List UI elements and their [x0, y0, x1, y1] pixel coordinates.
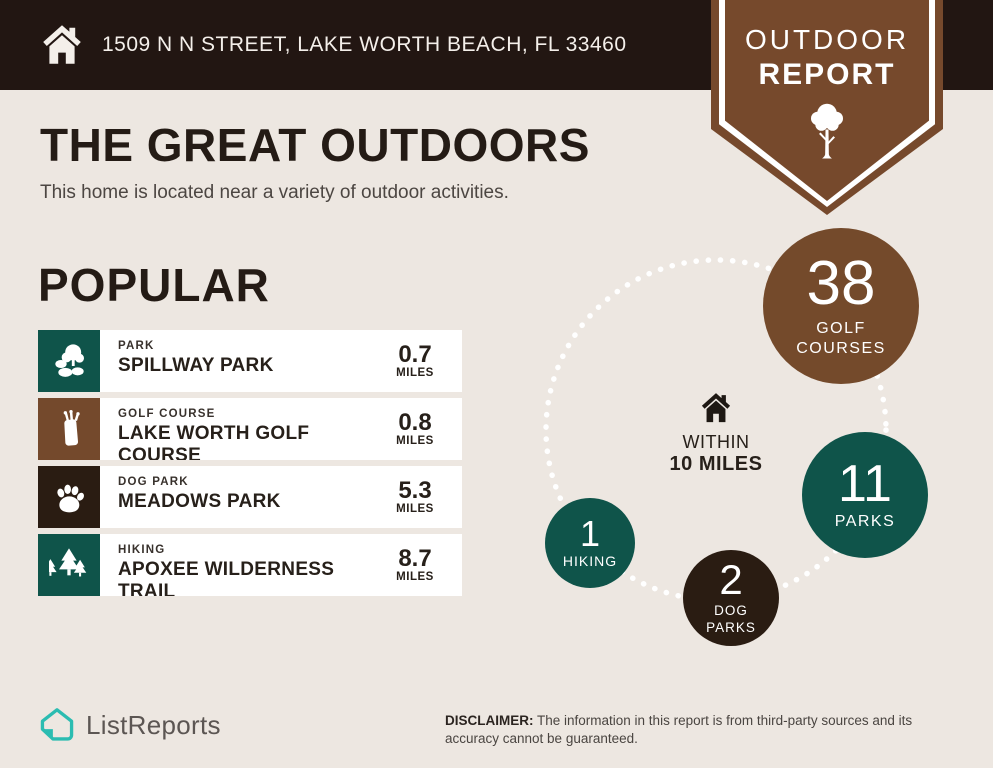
- disclaimer-label: DISCLAIMER:: [445, 713, 534, 728]
- stat-label: GOLF COURSES: [796, 320, 886, 357]
- item-distance-unit: MILES: [396, 571, 434, 583]
- popular-list: PARK SPILLWAY PARK 0.7 MILES: [38, 330, 462, 596]
- stat-bubble-golf-courses: 38 GOLF COURSES: [763, 228, 919, 384]
- stat-bubble-parks: 11 PARKS: [802, 432, 928, 558]
- disclaimer-text: DISCLAIMER: The information in this repo…: [445, 712, 957, 748]
- page-title: THE GREAT OUTDOORS: [40, 119, 590, 171]
- stat-value: 2: [719, 556, 743, 604]
- item-distance: 8.7: [398, 545, 432, 572]
- stat-label: HIKING: [562, 552, 618, 569]
- list-item-hiking: HIKING APOXEE WILDERNESS TRAIL 8.7 MILES: [38, 534, 462, 596]
- popular-heading: POPULAR: [38, 259, 270, 311]
- golf-bag-icon: [38, 398, 100, 460]
- disclaimer-body: The information in this report is from t…: [445, 713, 913, 747]
- tree-icon: [811, 103, 843, 159]
- item-category: PARK: [118, 340, 155, 352]
- item-name: APOXEE WILDERNESS TRAIL: [118, 559, 335, 596]
- property-address: 1509 N N STREET, LAKE WORTH BEACH, FL 33…: [102, 33, 627, 56]
- item-name: MEADOWS PARK: [118, 491, 281, 512]
- item-distance: 0.7: [398, 341, 432, 368]
- home-icon: [43, 25, 81, 64]
- brand-name: ListReports: [86, 709, 221, 740]
- radius-label-line1: WITHIN: [682, 432, 750, 452]
- listreports-logo: ListReports: [38, 706, 221, 744]
- stat-label: PARKS: [834, 513, 896, 530]
- radius-label-line2: 10 MILES: [669, 453, 763, 475]
- badge-title-line1: OUTDOOR: [744, 24, 910, 55]
- listreports-logo-icon: [40, 708, 74, 741]
- home-icon: [701, 393, 731, 423]
- item-category: HIKING: [118, 544, 166, 556]
- stats-infographic: 38 GOLF COURSES 11 PARKS 2 DOG PARKS 1 H…: [520, 222, 975, 682]
- list-item-golf-course: GOLF COURSE LAKE WORTH GOLF COURSE 0.8 M…: [38, 398, 462, 460]
- item-category: DOG PARK: [118, 476, 189, 488]
- item-distance-unit: MILES: [396, 367, 434, 379]
- list-item-park: PARK SPILLWAY PARK 0.7 MILES: [38, 330, 462, 392]
- stat-bubble-hiking: 1 HIKING: [545, 498, 635, 588]
- stat-bubble-dog-parks: 2 DOG PARKS: [683, 550, 779, 646]
- stat-value: 38: [806, 249, 876, 318]
- list-item-dog-park: DOG PARK MEADOWS PARK 5.3 MILES: [38, 466, 462, 528]
- item-name: LAKE WORTH GOLF COURSE: [118, 423, 310, 460]
- park-icon: [38, 330, 100, 392]
- stat-value: 1: [579, 512, 601, 554]
- paw-icon: [38, 466, 100, 528]
- item-distance: 5.3: [398, 477, 432, 504]
- badge-title-line2: REPORT: [758, 58, 896, 91]
- item-distance-unit: MILES: [396, 503, 434, 515]
- item-distance-unit: MILES: [396, 435, 434, 447]
- item-category: GOLF COURSE: [118, 408, 216, 420]
- page-subtitle: This home is located near a variety of o…: [40, 182, 509, 203]
- badge-content: OUTDOOR REPORT: [711, 0, 943, 215]
- stat-label: DOG PARKS: [706, 603, 756, 635]
- radius-center: WITHIN 10 MILES: [646, 390, 786, 476]
- item-distance: 0.8: [398, 409, 432, 436]
- outdoor-report-badge: OUTDOOR REPORT: [711, 0, 943, 215]
- stat-value: 11: [838, 455, 892, 513]
- pine-trees-icon: [38, 534, 100, 596]
- item-name: SPILLWAY PARK: [118, 355, 274, 376]
